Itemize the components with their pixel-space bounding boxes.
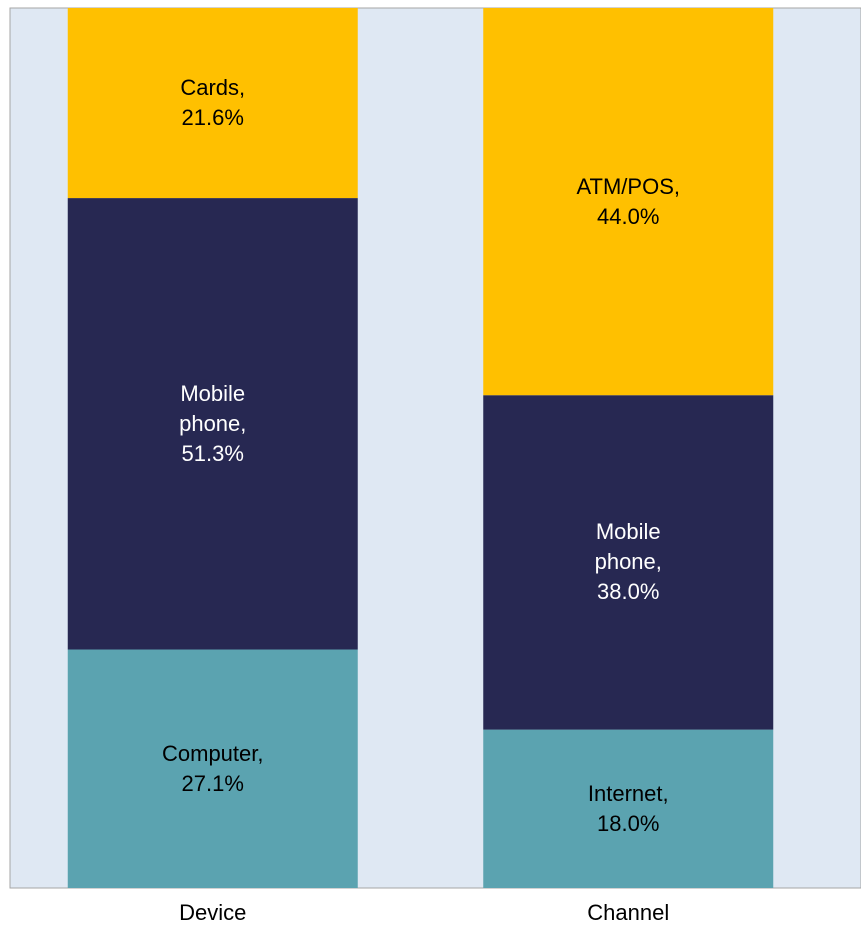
bar-segment: [67, 8, 358, 199]
x-tick-label: Channel: [587, 900, 670, 925]
bar-segment: [67, 198, 358, 650]
bar-segment: [483, 8, 774, 396]
segment-label: ATM/POS, 44.0%: [576, 173, 681, 229]
bar-segment: [483, 395, 774, 730]
bar-segment: [67, 649, 358, 888]
segment-label: Computer, 27.1%: [162, 740, 264, 796]
x-tick-label: Device: [179, 900, 247, 925]
bar-segment: [483, 729, 774, 888]
segment-label: Cards, 21.6%: [180, 75, 246, 131]
segment-label: Mobile phone, 38.0%: [594, 519, 662, 605]
segment-label: Internet, 18.0%: [587, 780, 669, 836]
segment-label: Mobile phone, 51.3%: [179, 380, 247, 466]
